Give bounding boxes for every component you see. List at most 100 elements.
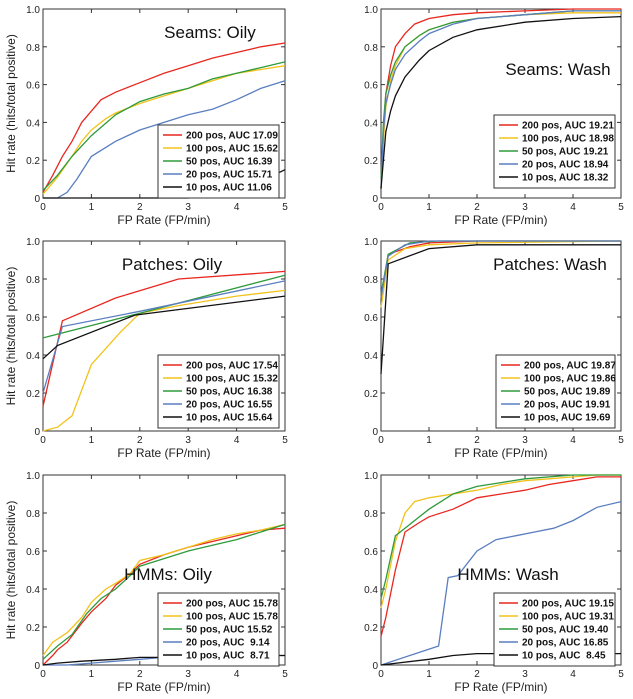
series-line-10-pos (380, 244, 621, 375)
legend-entry: 200 pos, AUC 17.54 (186, 361, 278, 372)
chart-panel-3: 0 1 2 3 4 5 0 0.2 0.4 0.6 0.8 1.0 FP Rate (FP/min) Pa… (364, 237, 624, 460)
series-line-50-pos (42, 523, 286, 660)
x-axis-label: FP Rate (FP/min) (454, 680, 547, 694)
legend-entry: 100 pos, AUC 19.86 (524, 374, 616, 385)
y-tick-label: 0 (372, 427, 378, 438)
y-tick-label: 0.4 (364, 351, 378, 362)
x-tick-label: 3 (185, 202, 191, 213)
y-tick-label: 0.8 (26, 509, 40, 520)
series-line-20-pos (42, 280, 286, 394)
y-tick-label: 0.2 (364, 623, 378, 634)
x-tick-label: 3 (522, 435, 528, 446)
plot-frame (42, 240, 286, 432)
x-tick-label: 2 (474, 669, 480, 680)
legend: 200 pos, AUC 19.87 100 pos, AUC 19.86 50 p… (495, 354, 616, 429)
chart-panel-0: 0 1 2 3 4 5 0 0.2 0.4 0.6 0.8 1.0 FP Rate (FP/min) Hi… (4, 5, 288, 227)
y-tick-label: 1.0 (26, 237, 40, 248)
y-tick-label: 0.4 (364, 585, 378, 596)
series-line-20-pos (380, 10, 621, 189)
legend-entry: 20 pos, AUC 16.55 (186, 400, 273, 411)
legend-entry: 100 pos, AUC 19.31 (522, 612, 614, 623)
legend-entry: 10 pos, AUC 8.45 (522, 651, 606, 662)
legend-entry: 20 pos, AUC 9.14 (186, 638, 270, 649)
x-tick-label: 4 (570, 669, 576, 680)
legend-entry: 50 pos, AUC 19.21 (522, 147, 609, 158)
legend-entry: 200 pos, AUC 19.21 (522, 121, 614, 132)
series-line-50-pos (42, 274, 286, 339)
x-tick-label: 1 (426, 669, 432, 680)
legend-entry: 10 pos, AUC 19.69 (524, 413, 611, 424)
x-tick-label: 0 (378, 435, 384, 446)
series-line-100-pos (42, 289, 286, 432)
x-tick-label: 4 (570, 202, 576, 213)
x-tick-label: 4 (234, 669, 240, 680)
legend-entry: 100 pos, AUC 15.32 (186, 374, 278, 385)
chart-panel-1: 0 1 2 3 4 5 0 0.2 0.4 0.6 0.8 1.0 FP Rate (FP/min) Se… (364, 5, 624, 227)
y-tick-label: 0 (372, 661, 378, 672)
legend-entry: 20 pos, AUC 18.94 (522, 160, 609, 171)
series-line-20-pos (380, 240, 621, 299)
legend: 200 pos, AUC 19.21 100 pos, AUC 18.98 50 p… (493, 114, 616, 189)
y-tick-label: 0.8 (364, 43, 378, 54)
legend: 200 pos, AUC 19.15 100 pos, AUC 19.31 50 p… (493, 592, 616, 667)
chart-title: Patches: Oily (122, 255, 223, 274)
y-tick-label: 1.0 (364, 5, 378, 16)
y-tick-label: 0.2 (26, 389, 40, 400)
y-tick-label: 0.6 (364, 547, 378, 558)
y-tick-label: 1.0 (26, 5, 40, 16)
legend-entry: 200 pos, AUC 17.09 (186, 131, 278, 142)
legend-entry: 100 pos, AUC 15.62 (186, 144, 278, 155)
series-line-20-pos (43, 80, 286, 199)
chart-title: Seams: Wash (505, 60, 610, 79)
series-line-200-pos (42, 42, 286, 193)
legend-entry: 50 pos, AUC 16.38 (186, 387, 273, 398)
series-line-200-pos (380, 476, 621, 637)
y-tick-label: 0.4 (364, 118, 378, 129)
legend: 200 pos, AUC 15.78 100 pos, AUC 15.78 50 p… (157, 592, 280, 667)
y-tick-label: 0 (34, 427, 40, 438)
legend-entry: 10 pos, AUC 18.32 (522, 173, 609, 184)
y-tick-label: 1.0 (364, 471, 378, 482)
y-tick-label: 0.4 (26, 585, 40, 596)
y-axis-label: Hit rate (hits/total positive) (4, 267, 18, 406)
chart-panel-5: 0 1 2 3 4 5 0 0.2 0.4 0.6 0.8 1.0 FP Rate (FP/min) HM… (364, 471, 624, 694)
series-line-20-pos (380, 500, 622, 666)
chart-title: Seams: Oily (164, 23, 256, 42)
chart-title: HMMs: Oily (124, 565, 212, 584)
legend-entry: 50 pos, AUC 15.52 (186, 625, 273, 636)
x-tick-label: 0 (40, 669, 46, 680)
x-tick-label: 1 (89, 435, 95, 446)
y-tick-label: 0.6 (26, 81, 40, 92)
x-tick-label: 5 (282, 669, 288, 680)
y-tick-label: 0.8 (26, 43, 40, 54)
x-tick-label: 1 (89, 669, 95, 680)
y-tick-label: 0 (372, 194, 378, 205)
series-line-50-pos (42, 61, 286, 191)
x-axis-label: FP Rate (FP/min) (454, 446, 547, 460)
x-axis-label: FP Rate (FP/min) (117, 446, 210, 460)
legend-entry: 50 pos, AUC 19.40 (522, 625, 609, 636)
x-tick-label: 0 (40, 435, 46, 446)
chart-panel-4: 0 1 2 3 4 5 0 0.2 0.4 0.6 0.8 1.0 FP Rate (FP/min) Hi… (4, 471, 288, 694)
y-tick-label: 0.2 (364, 156, 378, 167)
y-tick-label: 1.0 (26, 471, 40, 482)
legend-entry: 100 pos, AUC 18.98 (522, 134, 614, 145)
x-tick-label: 0 (378, 202, 384, 213)
chart-title: HMMs: Wash (457, 565, 558, 584)
legend-entry: 200 pos, AUC 15.78 (186, 599, 278, 610)
legend-entry: 200 pos, AUC 19.87 (524, 361, 616, 372)
x-axis-label: FP Rate (FP/min) (117, 680, 210, 694)
series-line-50-pos (380, 474, 621, 599)
x-tick-label: 0 (40, 202, 46, 213)
x-axis-label: FP Rate (FP/min) (117, 213, 210, 227)
y-tick-label: 0.2 (26, 156, 40, 167)
legend-entry: 20 pos, AUC 15.71 (186, 170, 273, 181)
y-tick-label: 0.8 (26, 275, 40, 286)
x-tick-label: 1 (89, 202, 95, 213)
y-tick-label: 0 (34, 661, 40, 672)
legend: 200 pos, AUC 17.09 100 pos, AUC 15.62 50 p… (157, 124, 280, 199)
series-line-100-pos (380, 240, 622, 308)
y-tick-label: 0 (34, 194, 40, 205)
